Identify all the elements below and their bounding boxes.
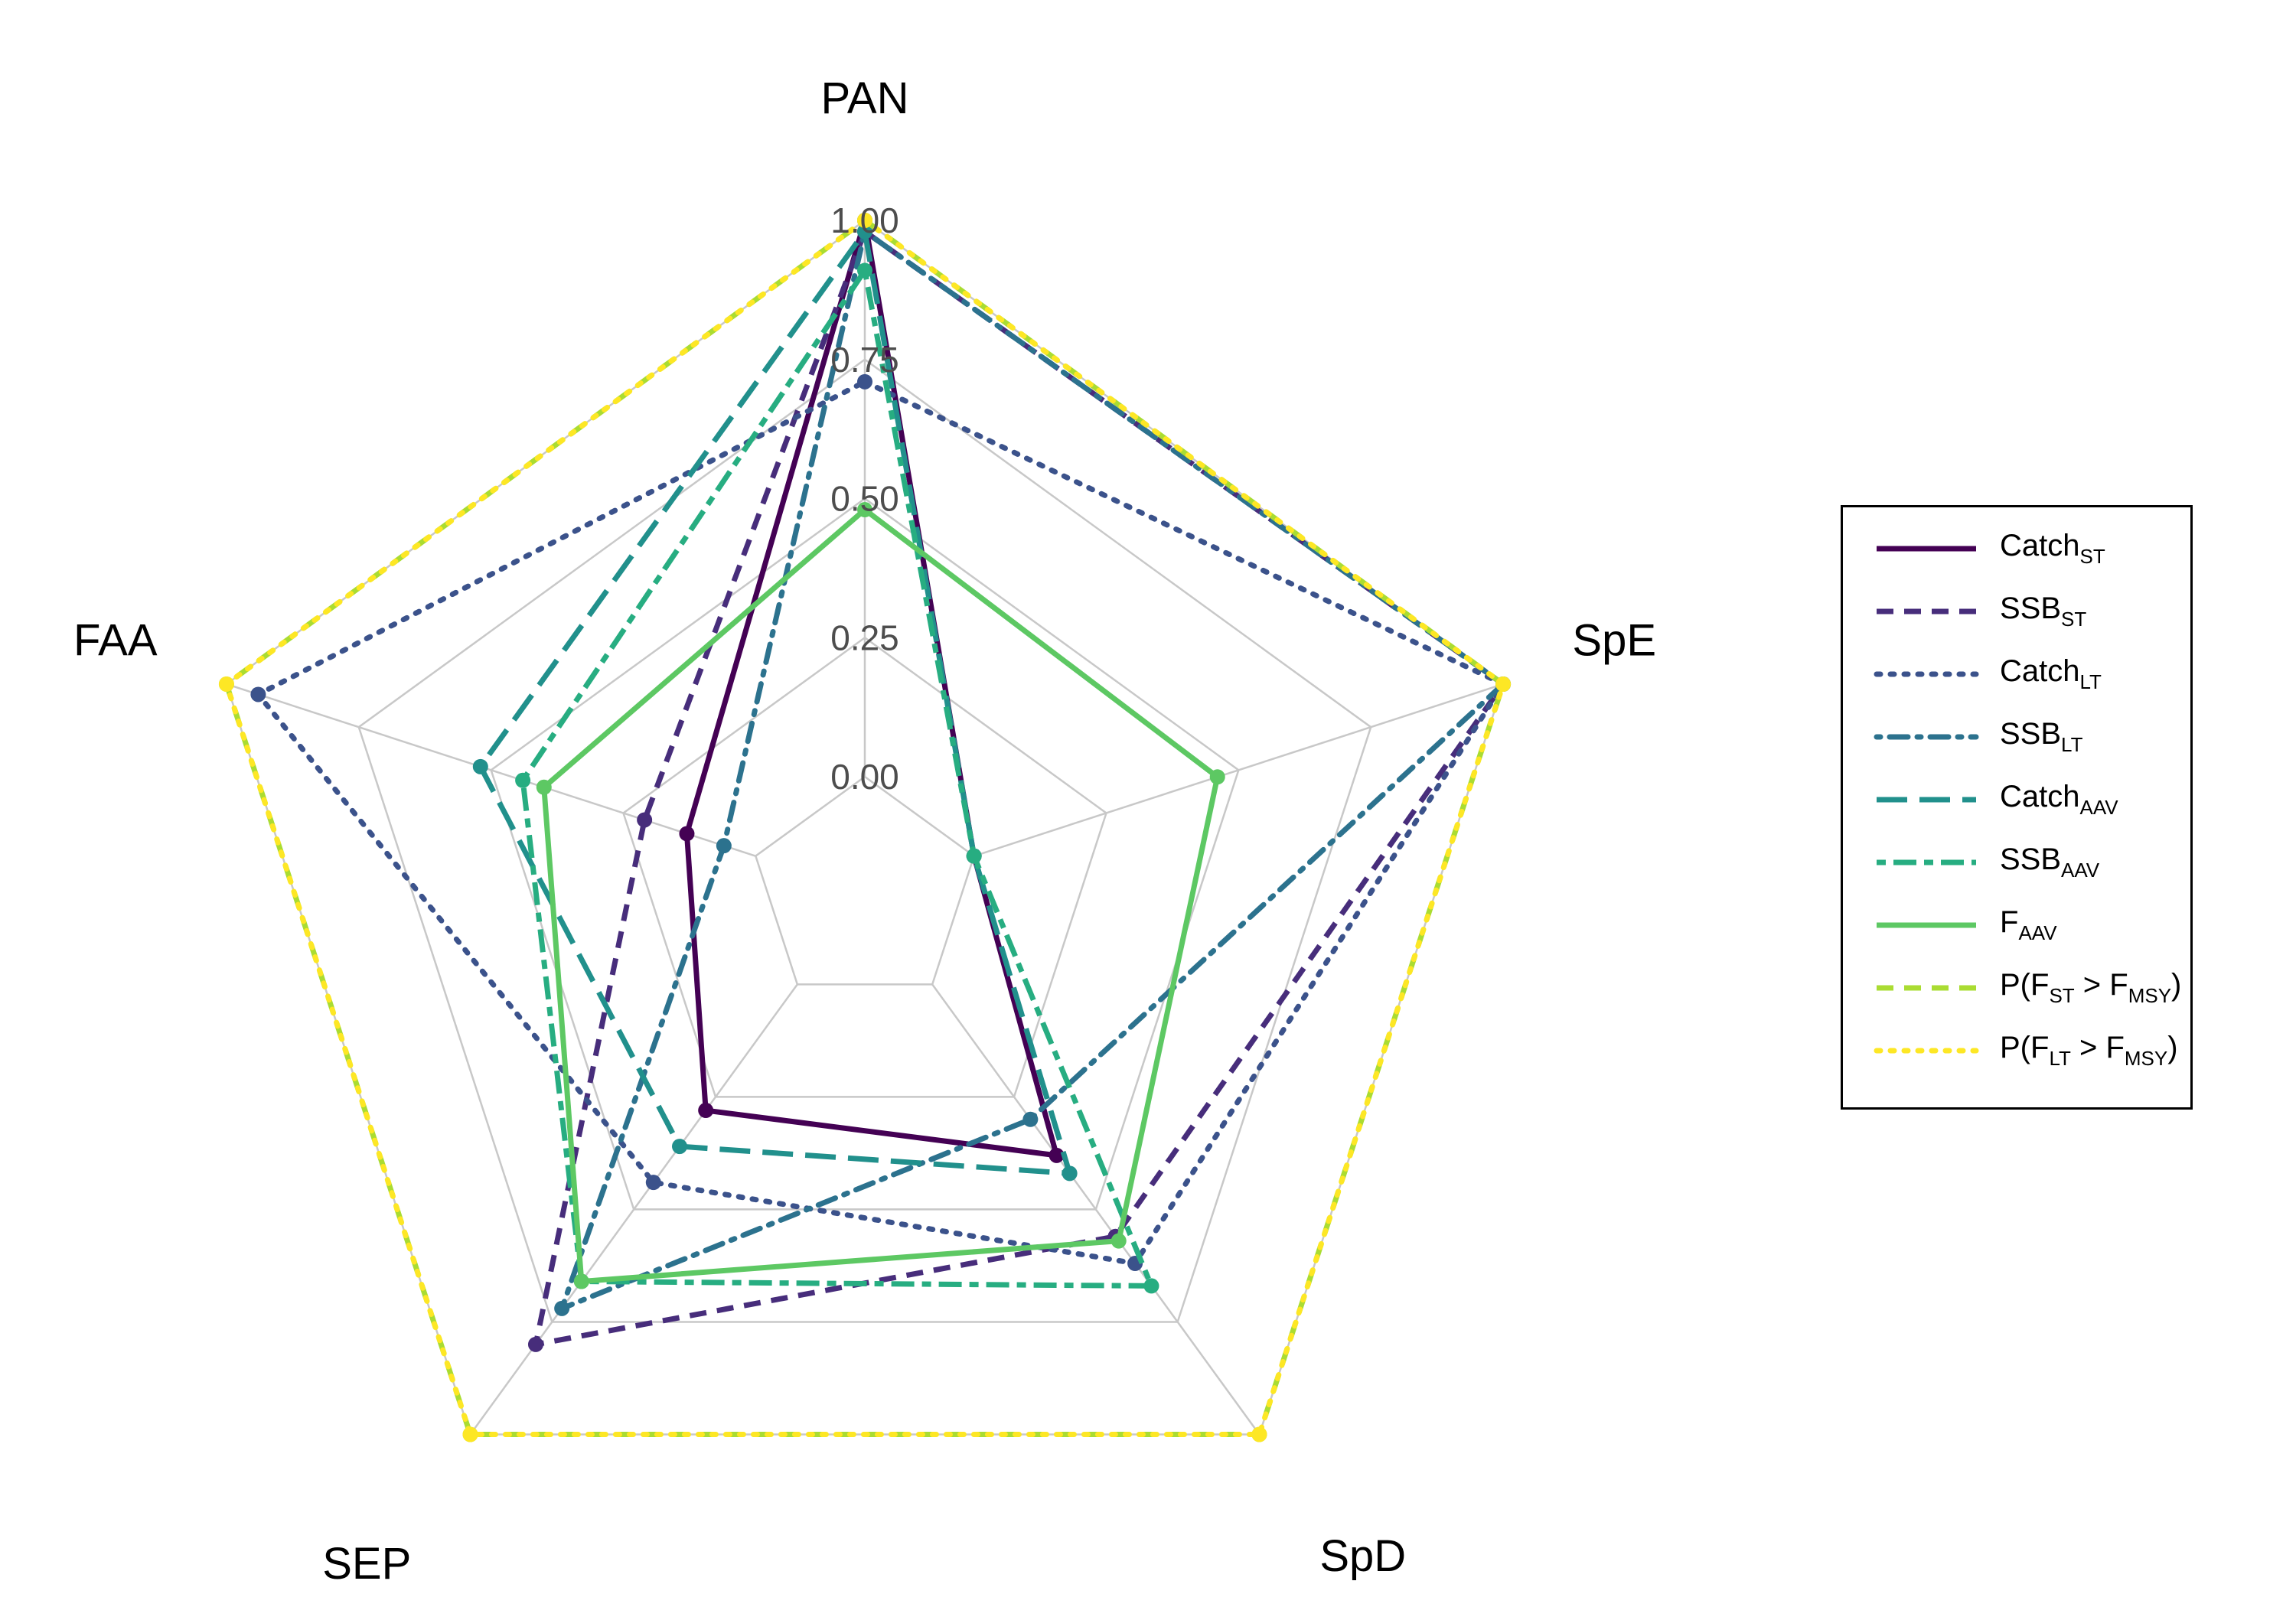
tick-label: 0.50	[830, 479, 899, 519]
point-catch-lt-sep	[645, 1175, 661, 1191]
series-line-catch-lt	[255, 379, 1506, 1266]
legend-item-ssb-aav: SSBAAV	[1843, 832, 2190, 893]
legend-label: CatchAAV	[2000, 780, 2118, 819]
legend-item-catch-st: CatchST	[1843, 518, 2190, 579]
point-ssb-lt-spd	[1022, 1111, 1039, 1127]
legend-item-catch-aav: CatchAAV	[1843, 769, 2190, 830]
point-p-flt-sep	[462, 1426, 478, 1442]
point-ssb-st-faa	[637, 812, 653, 828]
legend-key	[1877, 922, 1976, 928]
point-ssb-st-sep	[527, 1336, 543, 1352]
grid-ring-0.25	[622, 636, 1107, 1098]
point-f-aav-spe	[1209, 769, 1225, 785]
legend-label: CatchST	[2000, 529, 2105, 568]
point-ssb-aav-spd	[1143, 1278, 1159, 1294]
spoke-sep	[469, 983, 798, 1436]
legend-key	[1874, 671, 1979, 677]
tick-label: 1.00	[830, 200, 899, 240]
legend-label: FAAV	[2000, 905, 2057, 944]
series-f-aav	[536, 502, 1225, 1289]
legend-item-ssb-lt: SSBLT	[1843, 706, 2190, 768]
point-ssb-lt-faa	[716, 838, 732, 854]
spoke-faa	[226, 683, 756, 857]
series-line-ssb-lt	[559, 229, 1506, 1312]
point-catch-aav-spd	[1062, 1165, 1078, 1182]
grid-ring-0.50	[490, 497, 1240, 1211]
radial-tick-labels: 0.00 0.25 0.50 0.75 1.00	[830, 200, 899, 797]
legend-item-p-flt: P(FLT > FMSY)	[1843, 1020, 2190, 1081]
point-ssb-aav-spe	[966, 848, 982, 864]
series-line-ssb-st	[533, 229, 1506, 1348]
point-f-aav-pan	[857, 502, 872, 518]
tick-label: 0.00	[830, 757, 899, 797]
spoke-spe	[974, 683, 1504, 857]
legend-item-ssb-st: SSBST	[1843, 581, 2190, 642]
axis-label-faa: FAA	[73, 615, 158, 665]
legend-label: P(FST > FMSY)	[2000, 968, 2182, 1007]
legend: CatchST SSBST CatchLT SSBLT CatchAAV SSBAAV FA…	[1841, 505, 2193, 1110]
axis-label-sep: SEP	[322, 1539, 411, 1589]
point-catch-st-sep	[698, 1103, 714, 1119]
point-f-aav-faa	[536, 779, 552, 795]
series-line-catch-aav	[478, 229, 1073, 1176]
legend-item-f-aav: FAAV	[1843, 895, 2190, 956]
point-catch-aav-pan	[857, 223, 872, 240]
legend-item-catch-lt: CatchLT	[1843, 644, 2190, 705]
legend-label: CatchLT	[2000, 654, 2102, 693]
grid-ring-0.00	[754, 775, 976, 986]
point-p-flt-faa	[218, 676, 234, 692]
series-ssb-st	[527, 223, 1512, 1352]
series-line-ssb-aav	[520, 267, 1154, 1289]
legend-label: SSBLT	[2000, 717, 2083, 756]
legend-label: P(FLT > FMSY)	[2000, 1031, 2178, 1070]
point-ssb-aav-faa	[515, 772, 531, 788]
legend-key	[1874, 1048, 1979, 1054]
spoke-spd	[931, 983, 1261, 1436]
grid-ring-0.75	[357, 358, 1372, 1323]
point-catch-aav-faa	[472, 758, 488, 774]
legend-label: SSBAAV	[2000, 843, 2100, 882]
point-p-flt-spd	[1251, 1426, 1267, 1442]
axis-label-spe: SpE	[1572, 615, 1656, 665]
point-p-flt-spe	[1495, 676, 1512, 692]
point-catch-lt-faa	[250, 686, 266, 702]
legend-key	[1877, 985, 1976, 991]
point-f-aav-sep	[573, 1273, 589, 1289]
point-f-aav-spd	[1110, 1233, 1127, 1249]
series-line-f-aav	[541, 507, 1221, 1285]
legend-key	[1877, 859, 1976, 865]
point-catch-lt-pan	[857, 373, 872, 390]
point-ssb-aav-pan	[857, 262, 872, 279]
legend-key	[1877, 608, 1976, 614]
tick-label: 0.75	[830, 340, 899, 380]
legend-label: SSBST	[2000, 592, 2087, 631]
axis-label-spd: SpD	[1319, 1531, 1406, 1581]
legend-key	[1877, 546, 1976, 552]
point-catch-st-faa	[679, 826, 695, 842]
radar-grid	[225, 219, 1505, 1436]
point-ssb-lt-sep	[554, 1300, 570, 1316]
series-p-flt	[218, 213, 1512, 1442]
radar-series	[218, 213, 1512, 1442]
axis-labels: PAN SpE SpD SEP FAA	[73, 73, 1656, 1589]
series-ssb-aav	[515, 262, 1159, 1294]
legend-key	[1874, 734, 1979, 740]
legend-key	[1877, 797, 1976, 803]
point-catch-st-spd	[1049, 1147, 1065, 1163]
axis-label-pan: PAN	[821, 73, 909, 123]
tick-label: 0.25	[830, 618, 899, 657]
point-p-flt-pan	[857, 213, 872, 228]
point-catch-aav-sep	[671, 1139, 687, 1155]
series-line-p-flt	[223, 217, 1506, 1438]
legend-item-p-fst: P(FST > FMSY)	[1843, 957, 2190, 1019]
